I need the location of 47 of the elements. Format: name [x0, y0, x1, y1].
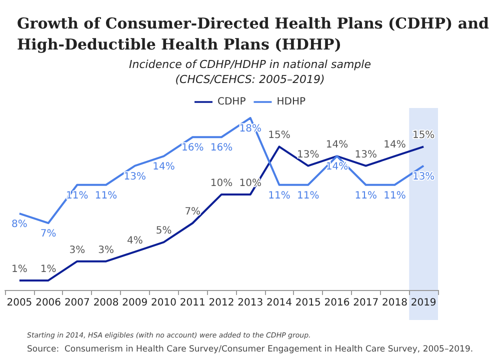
x-tick-label: 2017 — [353, 298, 379, 308]
data-label: 11% — [268, 190, 290, 202]
data-label: 16% — [182, 142, 204, 154]
chart-subtitle: Incidence of CDHP/HDHP in national sample (CHCS/CEHCS: 2005–2019) — [129, 58, 372, 86]
source-note: Source: Consumerism in Health Care Survey/Consumer Engagement in Health Care Survey, 2005–2019. — [27, 344, 474, 354]
x-tick-label: 2010 — [151, 298, 176, 308]
x-tick-label: 2008 — [93, 298, 119, 308]
data-label: 11% — [94, 190, 118, 202]
data-label: 7% — [40, 228, 56, 240]
data-label: 1% — [40, 264, 56, 275]
x-tick-label: 2006 — [36, 298, 62, 308]
data-label: 14% — [326, 140, 348, 151]
data-label: 13% — [296, 149, 320, 160]
data-label: 10% — [210, 178, 233, 189]
x-tick-label: 2011 — [180, 298, 206, 308]
data-label: 8% — [11, 219, 28, 230]
x-tick-label: 2007 — [64, 298, 90, 308]
x-tick-label: 2014 — [266, 298, 292, 308]
x-tick-label: 2015 — [295, 298, 321, 308]
x-tick-label: 2009 — [122, 298, 148, 308]
chart-title: Growth of Consumer-Directed Health Plans (CDHP) and High-Deductible Health Plans (HDHP) — [17, 14, 490, 54]
data-label: 3% — [98, 244, 114, 256]
legend-label: HDHP — [276, 96, 306, 108]
data-label: 7% — [184, 206, 201, 218]
x-tick-label: 2012 — [208, 298, 234, 308]
data-label: 14% — [384, 140, 406, 151]
x-tick-label: 2018 — [382, 298, 408, 308]
data-label: 11% — [384, 190, 406, 202]
data-label: 15% — [268, 130, 290, 142]
data-label: 13% — [412, 171, 435, 182]
data-label: 1% — [11, 264, 28, 275]
legend-label: CDHP — [218, 96, 246, 108]
x-tick-label: 2016 — [324, 298, 350, 308]
x-tick-label: 2019 — [410, 298, 436, 308]
x-tick-label: 2013 — [238, 298, 264, 308]
data-label: 5% — [156, 226, 172, 237]
data-label: 3% — [69, 244, 86, 256]
data-label: 4% — [126, 235, 143, 246]
x-tick-label: 2005 — [6, 298, 32, 308]
data-label: 13% — [124, 171, 146, 182]
data-label: 16% — [210, 142, 233, 154]
data-label: 11% — [296, 190, 320, 202]
data-label: 14% — [152, 162, 175, 173]
data-label: 14% — [326, 162, 348, 173]
data-label: 13% — [354, 149, 377, 160]
data-label: 15% — [412, 130, 435, 142]
data-label: 11% — [354, 190, 377, 202]
